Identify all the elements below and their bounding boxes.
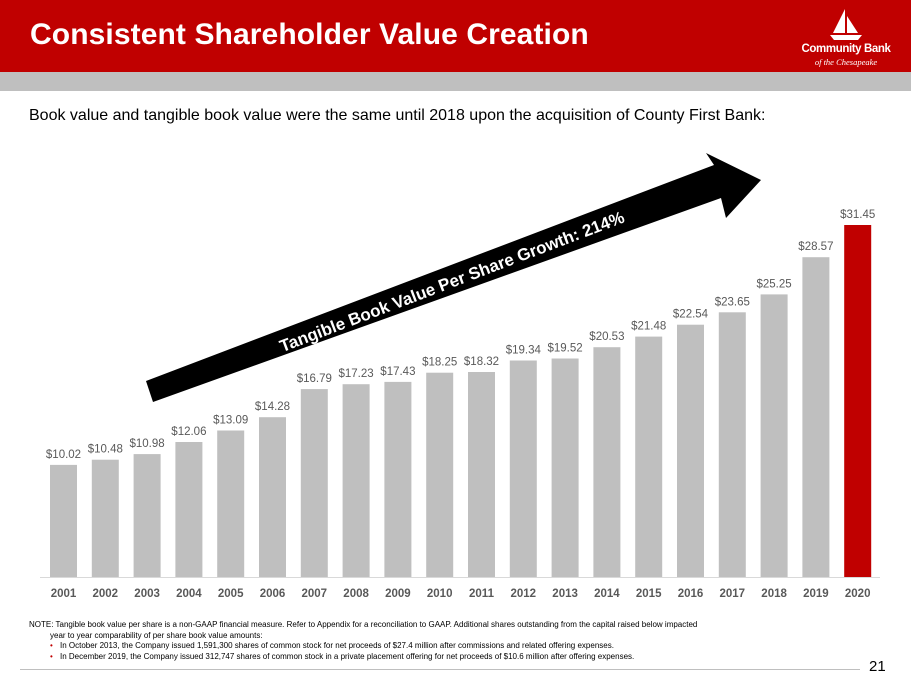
- arrow-icon: [146, 153, 761, 402]
- value-label-2015: $21.48: [631, 321, 666, 333]
- sailboat-icon: [830, 9, 862, 40]
- tick-label-2007: 2007: [302, 588, 328, 600]
- tick-label-2019: 2019: [803, 588, 829, 600]
- value-label-2007: $16.79: [297, 373, 332, 385]
- value-label-2012: $19.34: [506, 345, 542, 357]
- bars-layer: [50, 225, 872, 577]
- value-labels-layer: $10.02 $10.48 $10.98 $12.06 $13.09 $14.28 $16.…: [46, 209, 875, 461]
- footnote-line-1: NOTE: Tangible book value per share is a…: [29, 620, 698, 629]
- logo-name: Community Bank: [801, 43, 891, 55]
- value-label-2006: $14.28: [255, 401, 290, 413]
- bar-2002: [91, 459, 119, 577]
- value-label-2018: $25.25: [757, 278, 792, 290]
- tick-label-2009: 2009: [385, 588, 411, 600]
- tick-label-2002: 2002: [93, 588, 119, 600]
- bar-2011: [468, 372, 495, 577]
- footnote-bullet-text: In October 2013, the Company issued 1,59…: [60, 641, 614, 650]
- value-label-2004: $12.06: [171, 426, 206, 438]
- tick-label-2015: 2015: [636, 588, 662, 600]
- bar-2010: [426, 372, 454, 577]
- page-number: 21: [869, 658, 886, 675]
- value-label-2013: $19.52: [548, 343, 583, 355]
- tick-label-2012: 2012: [511, 588, 537, 600]
- bar-2015: [635, 336, 663, 577]
- value-label-2008: $17.23: [339, 368, 374, 380]
- bar-2013: [551, 358, 579, 577]
- header-bar: Consistent Shareholder Value Creation Co…: [0, 0, 911, 72]
- tick-label-2013: 2013: [552, 588, 578, 600]
- tick-label-2014: 2014: [594, 588, 620, 600]
- tick-label-2018: 2018: [761, 588, 787, 600]
- tick-labels-layer: 2001 2002 2003 2004 2005 2006 2007 2008 2009 2010…: [51, 588, 871, 600]
- tick-label-2001: 2001: [51, 588, 77, 600]
- footer-divider: [20, 669, 860, 670]
- bar-2006: [259, 417, 286, 577]
- value-label-2002: $10.48: [88, 444, 123, 456]
- bar-2014: [593, 347, 621, 577]
- tick-label-2006: 2006: [260, 588, 286, 600]
- tick-label-2005: 2005: [218, 588, 244, 600]
- bar-2017: [718, 312, 746, 577]
- value-label-2011: $18.32: [464, 356, 499, 368]
- bar-chart: $10.02 $10.48 $10.98 $12.06 $13.09 $14.28 $16.…: [40, 153, 880, 600]
- value-label-2009: $17.43: [380, 366, 415, 378]
- header-band: [0, 72, 911, 91]
- bar-2020: [844, 225, 872, 577]
- tick-label-2003: 2003: [134, 588, 160, 600]
- tick-label-2010: 2010: [427, 588, 453, 600]
- value-label-2019: $28.57: [798, 241, 833, 253]
- footnote-bullet-text: In December 2019, the Company issued 312…: [60, 651, 635, 661]
- tick-label-2016: 2016: [678, 588, 704, 600]
- value-label-2005: $13.09: [213, 415, 248, 427]
- bar-2007: [300, 389, 328, 577]
- bar-2003: [133, 454, 161, 577]
- logo-tagline: of the Chesapeake: [814, 57, 878, 67]
- bar-2008: [342, 384, 370, 577]
- footnote-bullet: • In October 2013, the Company issued 1,5…: [29, 641, 879, 652]
- page-title: Consistent Shareholder Value Creation: [30, 18, 589, 51]
- value-label-2017: $23.65: [715, 296, 750, 308]
- tick-label-2008: 2008: [343, 588, 369, 600]
- company-logo: Community Bank of the Chesapeake: [788, 6, 904, 68]
- value-label-2001: $10.02: [46, 449, 81, 461]
- tick-label-2017: 2017: [720, 588, 746, 600]
- bullet-icon: •: [50, 651, 53, 661]
- value-label-2003: $10.98: [130, 438, 165, 450]
- value-label-2016: $22.54: [673, 309, 709, 321]
- tick-label-2020: 2020: [845, 588, 871, 600]
- bar-2018: [760, 294, 788, 577]
- footnote-line-2: year to year comparability of per share …: [50, 630, 263, 640]
- chart-subtitle: Book value and tangible book value were …: [29, 107, 766, 124]
- bar-2001: [50, 464, 77, 577]
- tick-label-2011: 2011: [469, 588, 495, 600]
- bullet-icon: •: [50, 641, 53, 650]
- bar-2005: [217, 430, 245, 577]
- tick-label-2004: 2004: [176, 588, 202, 600]
- footnote: NOTE: Tangible book value per share is a…: [29, 620, 879, 662]
- footnote-bullet: • In December 2019, the Company issued 31…: [29, 652, 879, 663]
- value-label-2014: $20.53: [589, 331, 624, 343]
- value-label-2010: $18.25: [422, 357, 457, 369]
- bar-2019: [802, 257, 830, 577]
- bar-2009: [384, 381, 412, 577]
- growth-annotation: Tangible Book Value Per Share Growth: 21…: [277, 208, 627, 356]
- bar-2004: [175, 442, 203, 577]
- bar-2012: [509, 360, 537, 577]
- bar-2016: [677, 324, 704, 577]
- value-label-2020: $31.45: [840, 209, 875, 221]
